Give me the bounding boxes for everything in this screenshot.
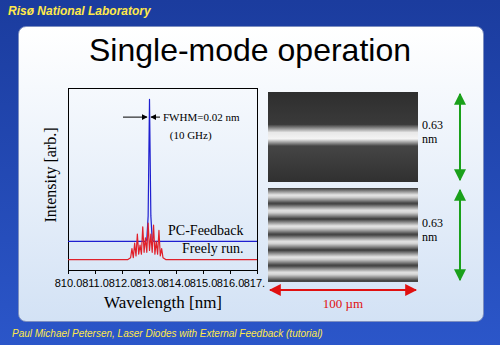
html-text:Wavelength [nm]: Wavelength [nm]: [104, 293, 222, 312]
html-text:Single-mode operation: Single-mode operation: [89, 32, 411, 68]
svg-text:811.0: 811.0: [82, 277, 109, 289]
svg-text:PC-Feedback: PC-Feedback: [168, 223, 243, 238]
html-text:Paul Michael Petersen, Laser D: Paul Michael Petersen, Laser Diodes with…: [12, 328, 323, 339]
html-text:0.63: 0.63: [422, 216, 443, 230]
html-text:nm: nm: [422, 230, 438, 244]
svg-text:816.0: 816.0: [217, 277, 245, 289]
html-text:nm: nm: [422, 132, 438, 146]
html-text:0.63: 0.63: [422, 118, 443, 132]
svg-text:812.0: 812.0: [109, 277, 137, 289]
html-text:Risø National Laboratory: Risø National Laboratory: [8, 4, 151, 18]
svg-text:817.0: 817.0: [244, 277, 265, 289]
svg-text:(10 GHz): (10 GHz): [170, 129, 212, 142]
svg-text:Freely run.: Freely run.: [182, 241, 243, 256]
svg-text:FWHM=0.02 nm: FWHM=0.02 nm: [163, 111, 240, 123]
html-text:100 µm: 100 µm: [322, 296, 364, 311]
html-text:Intensity [arb.]: Intensity [arb.]: [42, 127, 59, 223]
svg-text:810.0: 810.0: [55, 277, 83, 289]
svg-text:815.0: 815.0: [190, 277, 218, 289]
svg-text:813.0: 813.0: [136, 277, 164, 289]
svg-text:814.0: 814.0: [163, 277, 191, 289]
